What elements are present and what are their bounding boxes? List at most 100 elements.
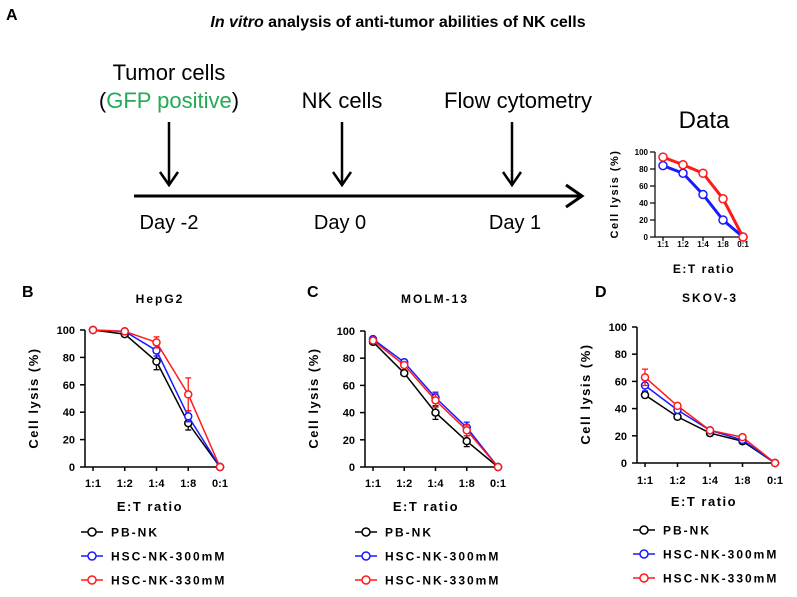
chart-c-series-pb-nk-point	[462, 436, 471, 446]
chart-b-ytick-label: 60	[63, 380, 75, 392]
chart-inset-ytick-label: 40	[639, 199, 648, 208]
chart-molm13: MOLM-13 0 20 40 60 80 100 1:1 1:2 1:4 1:8 0:1 Cell l…	[306, 292, 506, 514]
chart-inset-ytick-label: 60	[639, 182, 648, 191]
chart-d-xtick-label: 0:1	[767, 475, 783, 487]
chart-c-ytick-label: 80	[343, 353, 355, 365]
chart-c-ytick-label: 60	[343, 380, 355, 392]
chart-c-series-hsc-nk-330mm-point	[462, 426, 471, 435]
chart-b-ytick-label: 40	[63, 407, 75, 419]
chart-d-xtick-label: 1:2	[670, 475, 686, 487]
chart-b-xtick-label: 1:2	[117, 478, 133, 490]
chart-d-series-pb-nk-point	[640, 390, 650, 400]
chart-d-ytick-label: 60	[615, 376, 627, 388]
chart-inset-xtick-label: 1:1	[657, 240, 669, 249]
legend-b-h330-marker	[87, 575, 97, 585]
legend-d-h300-marker	[639, 549, 649, 559]
day-1: Day 1	[489, 212, 541, 234]
chart-b-ytick-label: 0	[69, 462, 75, 474]
chart-inset-ylabel: Cell lysis (%)	[609, 150, 621, 239]
chart-c-xtick-label: 1:4	[428, 478, 445, 490]
chart-c-ytick-label: 100	[337, 326, 355, 338]
chart-inset-series-red-point	[678, 160, 688, 170]
chart-c-ytick-label: 0	[349, 462, 355, 474]
chart-d-series-hsc-nk-330mm-point	[640, 373, 650, 382]
chart-c-ytick-label: 40	[343, 408, 355, 420]
legend-b-h300-marker	[87, 551, 97, 561]
chart-b-ytick-label: 80	[63, 352, 75, 364]
chart-c-xtick-label: 1:2	[396, 478, 412, 490]
chart-inset-series-red-point	[738, 232, 748, 242]
chart-b-ytick-label: 100	[57, 325, 75, 337]
panel-label-b: B	[22, 284, 34, 301]
chart-inset-series-red-point	[698, 168, 708, 178]
nk-cells-label: NK cells	[302, 88, 383, 113]
legend-b-h300-label: HSC-NK-300mM	[111, 550, 226, 564]
chart-b-series-hsc-nk-330mm-point	[120, 327, 129, 336]
legend-d-pb-marker	[639, 525, 649, 535]
chart-c-series-pb-nk-point	[431, 408, 440, 417]
chart-d-series-hsc-nk-330mm-point	[705, 426, 715, 435]
chart-d-ytick-label: 80	[615, 349, 627, 361]
chart-inset-xtick-label: 1:2	[677, 240, 689, 249]
chart-b-series-hsc-nk-330mm-point	[152, 338, 161, 347]
chart-d-series-pb-nk-point	[673, 412, 682, 422]
chart-c-xtick-label: 1:8	[459, 478, 475, 490]
legend-c-h330-label: HSC-NK-330mM	[385, 574, 500, 588]
chart-b-ylabel: Cell lysis (%)	[26, 347, 41, 448]
chart-b-xtick-label: 1:4	[149, 478, 166, 490]
chart-inset-ytick-label: 100	[635, 148, 649, 157]
chart-b-xtick-label: 1:1	[85, 478, 101, 490]
chart-inset: 0 20 40 60 80 100 1:1 1:2 1:4 1:8 0:1 Cell lysis (%…	[609, 148, 749, 276]
legend-hepg2: PB-NK HSC-NK-300mM HSC-NK-330mM	[81, 526, 226, 588]
legend-b-pb-label: PB-NK	[111, 526, 159, 540]
timeline-axis-head	[565, 183, 585, 209]
chart-b-xlabel: E:T ratio	[117, 499, 183, 514]
gfp-positive-text: GFP positive	[106, 88, 232, 113]
arrow-tumor-head	[158, 171, 180, 188]
legend-d-h330-marker	[639, 573, 649, 583]
chart-d-series-hsc-nk-330mm-point	[673, 401, 682, 411]
chart-b-series-hsc-nk-330mm-point	[184, 390, 193, 399]
chart-d-xtick-label: 1:1	[637, 475, 653, 487]
chart-b-series-hsc-nk-300mm-point	[184, 412, 193, 421]
chart-inset-xtick-label: 1:8	[717, 240, 729, 249]
chart-inset-series-blue-point	[718, 215, 728, 225]
chart-c-series-pb-nk-point	[400, 368, 409, 378]
chart-d-title: SKOV-3	[682, 291, 738, 305]
legend-skov3: PB-NK HSC-NK-300mM HSC-NK-330mM	[633, 524, 778, 586]
tumor-cells-label: Tumor cells	[113, 60, 226, 85]
chart-c-title: MOLM-13	[401, 292, 469, 306]
chart-c-xlabel: E:T ratio	[393, 499, 459, 514]
legend-c-h300-marker	[361, 551, 371, 561]
day-minus-2: Day -2	[140, 212, 199, 234]
panel-label-a: A	[6, 7, 18, 24]
chart-inset-series-blue-point	[698, 189, 708, 200]
chart-inset-xlabel: E:T ratio	[673, 262, 735, 276]
chart-inset-xtick-label: 0:1	[737, 240, 749, 249]
timeline: Tumor cells (GFP positive) NK cells Flow…	[99, 60, 730, 234]
chart-d-ytick-label: 40	[615, 404, 627, 416]
chart-c-series-hsc-nk-330mm-point	[431, 396, 440, 405]
chart-inset-series-blue-point	[658, 160, 668, 171]
chart-d-series-hsc-nk-330mm-point	[738, 432, 747, 442]
chart-d-ytick-label: 20	[615, 431, 627, 443]
chart-inset-series-blue-point	[678, 168, 688, 178]
chart-inset-ytick-label: 0	[644, 233, 649, 242]
legend-d-h330-label: HSC-NK-330mM	[663, 572, 778, 586]
chart-c-ytick-label: 20	[343, 435, 355, 447]
chart-inset-xtick-label: 1:4	[697, 240, 709, 249]
panel-label-c: C	[307, 284, 319, 301]
legend-b-h330-label: HSC-NK-330mM	[111, 574, 226, 588]
chart-d-ylabel: Cell lysis (%)	[578, 343, 593, 444]
chart-c-ylabel: Cell lysis (%)	[306, 347, 321, 448]
chart-d-ytick-label: 0	[621, 458, 627, 470]
chart-b-series-hsc-nk-330mm-point	[88, 325, 98, 335]
chart-b-series-hsc-nk-330mm-point	[215, 462, 225, 472]
chart-c-series-hsc-nk-330mm-point	[493, 462, 503, 472]
chart-c-xtick-label: 1:1	[365, 478, 381, 490]
legend-b-pb-marker	[87, 527, 97, 537]
figure-title: In vitro analysis of anti-tumor abilitie…	[210, 14, 585, 31]
legend-c-pb-marker	[361, 527, 371, 537]
gfp-label: (GFP positive)	[99, 88, 239, 113]
